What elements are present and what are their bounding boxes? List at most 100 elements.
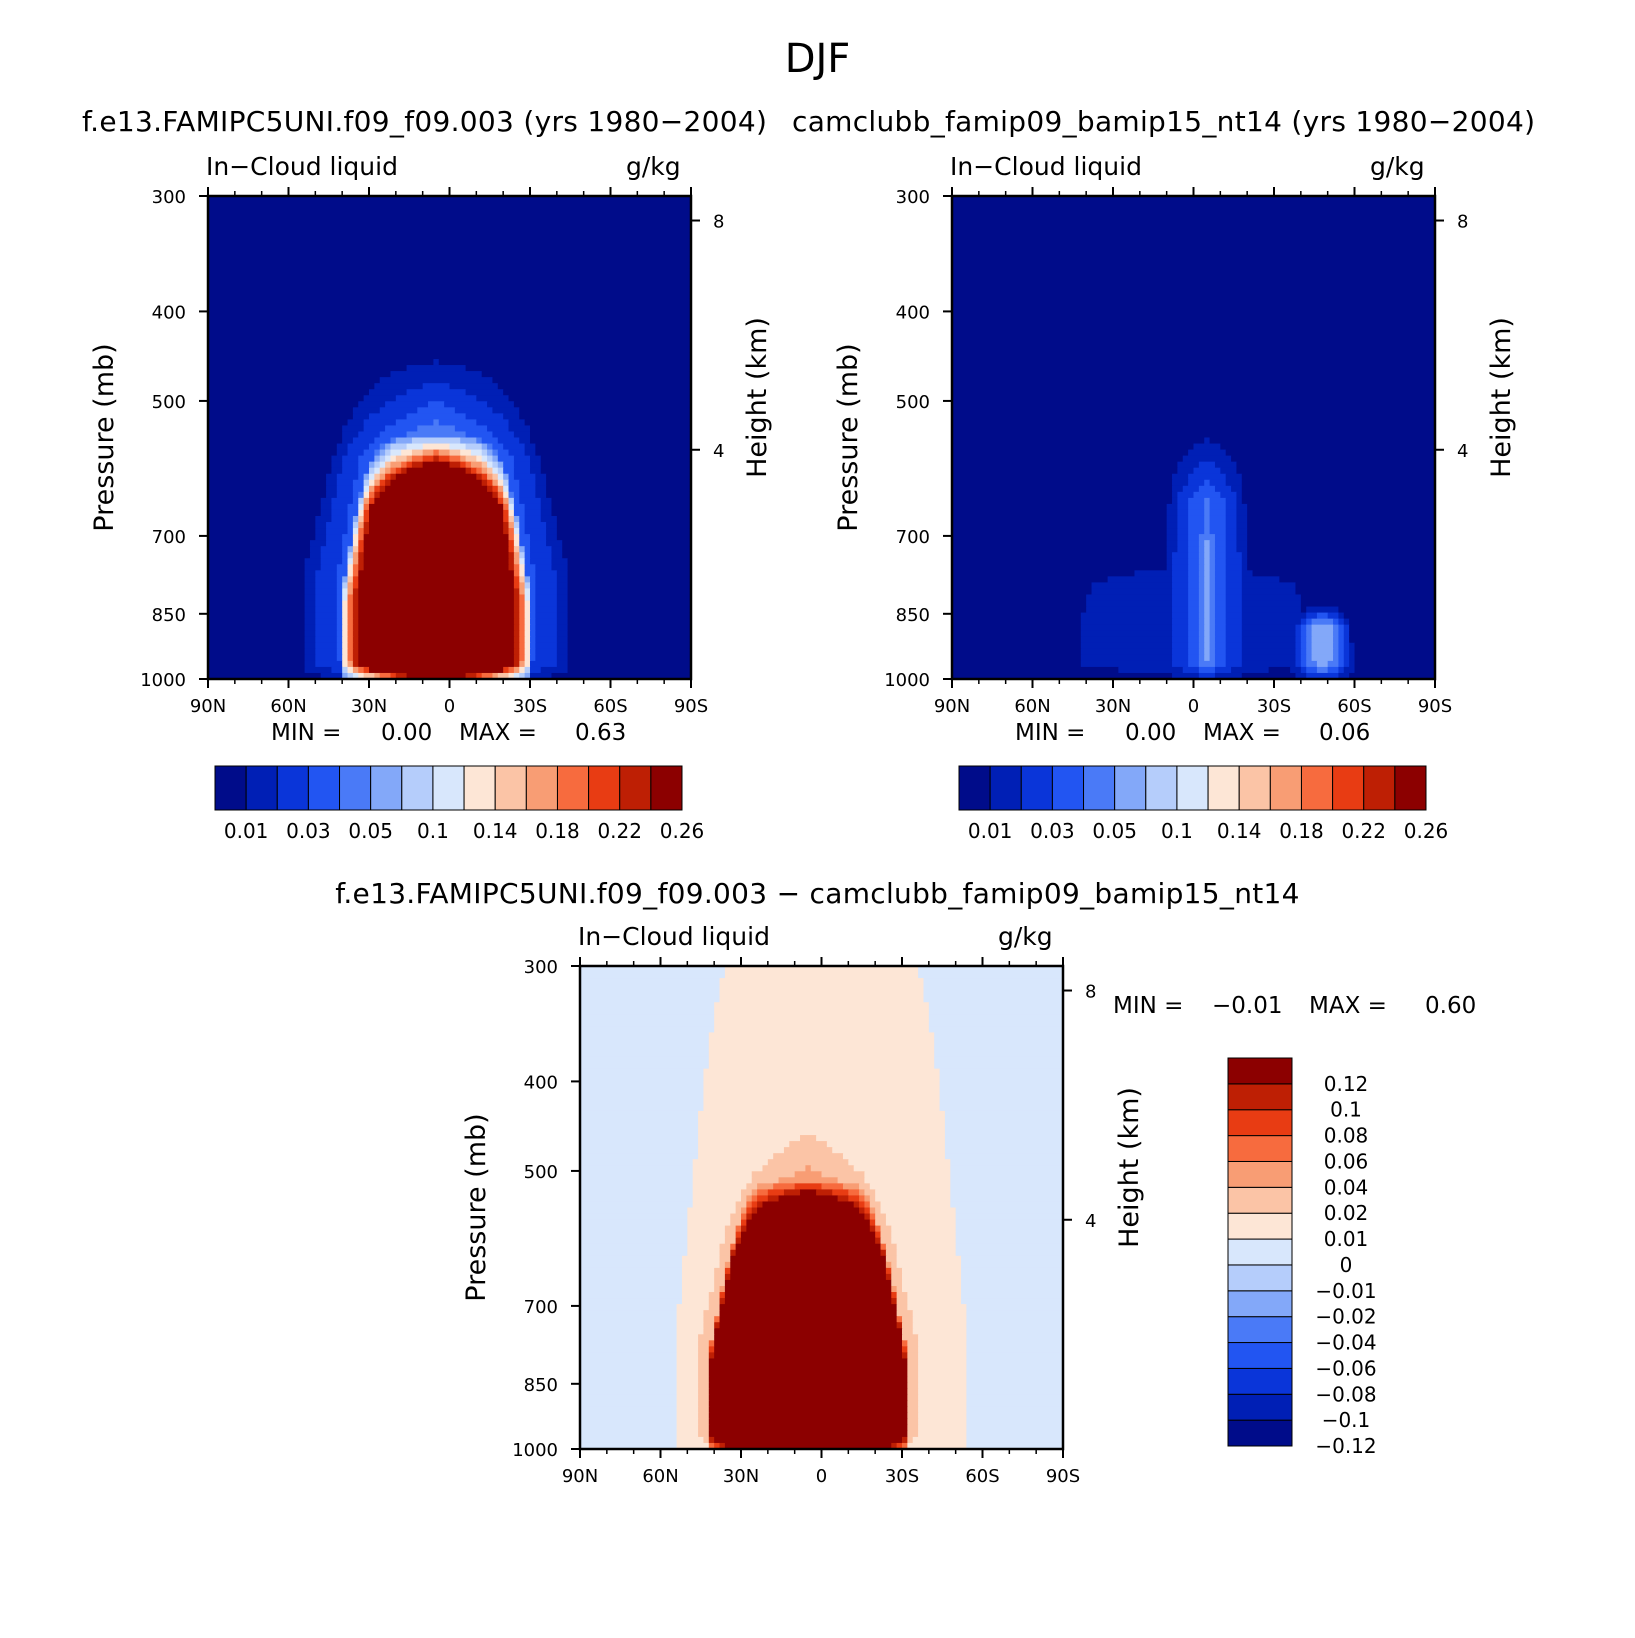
field-cell — [519, 642, 526, 650]
field-cell — [1209, 540, 1216, 547]
field-cell — [476, 395, 510, 402]
field-cell — [347, 618, 354, 626]
field-cell — [966, 1436, 1063, 1444]
field-cell — [309, 540, 327, 547]
field-cell — [465, 461, 472, 469]
field-cell — [208, 328, 691, 336]
field-cell — [676, 1394, 699, 1402]
field-cell — [714, 1267, 726, 1275]
field-cell — [580, 1147, 699, 1154]
field-cell — [1188, 624, 1200, 632]
field-cell — [1172, 606, 1189, 614]
field-cell — [907, 1430, 919, 1438]
field-cell — [698, 1406, 710, 1414]
field-cell — [880, 1231, 892, 1239]
field-cell — [966, 1346, 1063, 1353]
field-cell — [698, 1135, 801, 1142]
field-cell — [708, 1382, 908, 1390]
field-cell — [952, 606, 1087, 614]
panel3-variable: In−Cloud liquid — [578, 922, 770, 951]
field-cell — [1214, 606, 1227, 614]
field-cell — [580, 1430, 678, 1438]
field-cell — [952, 286, 1435, 294]
field-cell — [730, 1249, 737, 1257]
field-cell — [524, 515, 542, 523]
field-cell — [703, 1086, 941, 1094]
field-cell — [907, 1340, 919, 1347]
field-cell — [1343, 624, 1350, 632]
field-cell — [708, 1304, 721, 1311]
field-cell — [1349, 648, 1356, 656]
y-tick-label: 300 — [896, 187, 930, 208]
field-cell — [952, 365, 1435, 372]
field-cell — [1188, 618, 1200, 626]
field-cell — [918, 1352, 967, 1360]
x-tick-label: 30S — [1257, 696, 1291, 717]
field-cell — [524, 546, 531, 553]
field-cell — [1225, 612, 1243, 620]
colorbar-swatch — [1227, 1419, 1293, 1447]
field-cell — [530, 431, 691, 439]
field-cell — [708, 1376, 908, 1384]
field-cell — [556, 534, 691, 541]
field-cell — [352, 606, 359, 614]
field-cell — [208, 298, 691, 306]
field-cell — [1214, 666, 1232, 674]
field-cell — [719, 1243, 731, 1251]
field-cell — [580, 1249, 688, 1257]
field-cell — [1209, 479, 1227, 487]
colorbar-swatch — [1227, 1238, 1293, 1266]
field-cell — [853, 1201, 860, 1209]
field-cell — [875, 1195, 951, 1203]
field-cell — [524, 419, 691, 427]
field-cell — [406, 672, 467, 679]
field-cell — [379, 407, 418, 414]
field-cell — [1225, 558, 1243, 565]
field-cell — [524, 509, 542, 517]
field-cell — [422, 455, 434, 463]
field-cell — [524, 672, 531, 679]
field-cell — [363, 540, 510, 547]
field-cell — [580, 1110, 699, 1118]
field-cell — [708, 1394, 908, 1402]
field-cell — [369, 491, 375, 499]
field-cell — [952, 437, 1205, 445]
field-cell — [708, 1352, 715, 1360]
field-cell — [519, 630, 526, 638]
field-cell — [551, 552, 563, 559]
field-cell — [336, 588, 343, 596]
field-cell — [805, 1165, 812, 1172]
field-cell — [724, 1273, 731, 1281]
field-cell — [476, 455, 483, 463]
field-cell — [540, 455, 691, 463]
field-cell — [342, 630, 349, 638]
field-cell — [848, 1189, 860, 1197]
field-cell — [358, 461, 370, 469]
field-cell — [1225, 509, 1238, 517]
field-cell — [708, 1400, 908, 1408]
field-cell — [530, 455, 542, 463]
field-cell — [1193, 491, 1221, 499]
field-cell — [1177, 467, 1195, 475]
field-cell — [363, 672, 375, 679]
field-cell — [336, 564, 349, 571]
field-cell — [497, 449, 510, 457]
field-cell — [1172, 624, 1189, 632]
field-cell — [487, 443, 494, 451]
field-cell — [1209, 648, 1216, 656]
field-cell — [1225, 630, 1243, 638]
field-cell — [336, 630, 343, 638]
field-cell — [1188, 473, 1227, 481]
field-cell — [530, 654, 536, 662]
field-cell — [762, 1165, 806, 1172]
field-cell — [374, 383, 424, 390]
field-cell — [1188, 570, 1200, 577]
field-cell — [208, 540, 311, 547]
field-cell — [1166, 552, 1173, 559]
field-cell — [869, 1183, 951, 1190]
field-cell — [519, 624, 526, 632]
field-cell — [698, 1110, 946, 1118]
field-cell — [1166, 564, 1173, 571]
field-cell — [869, 1219, 876, 1227]
field-cell — [918, 1400, 967, 1408]
